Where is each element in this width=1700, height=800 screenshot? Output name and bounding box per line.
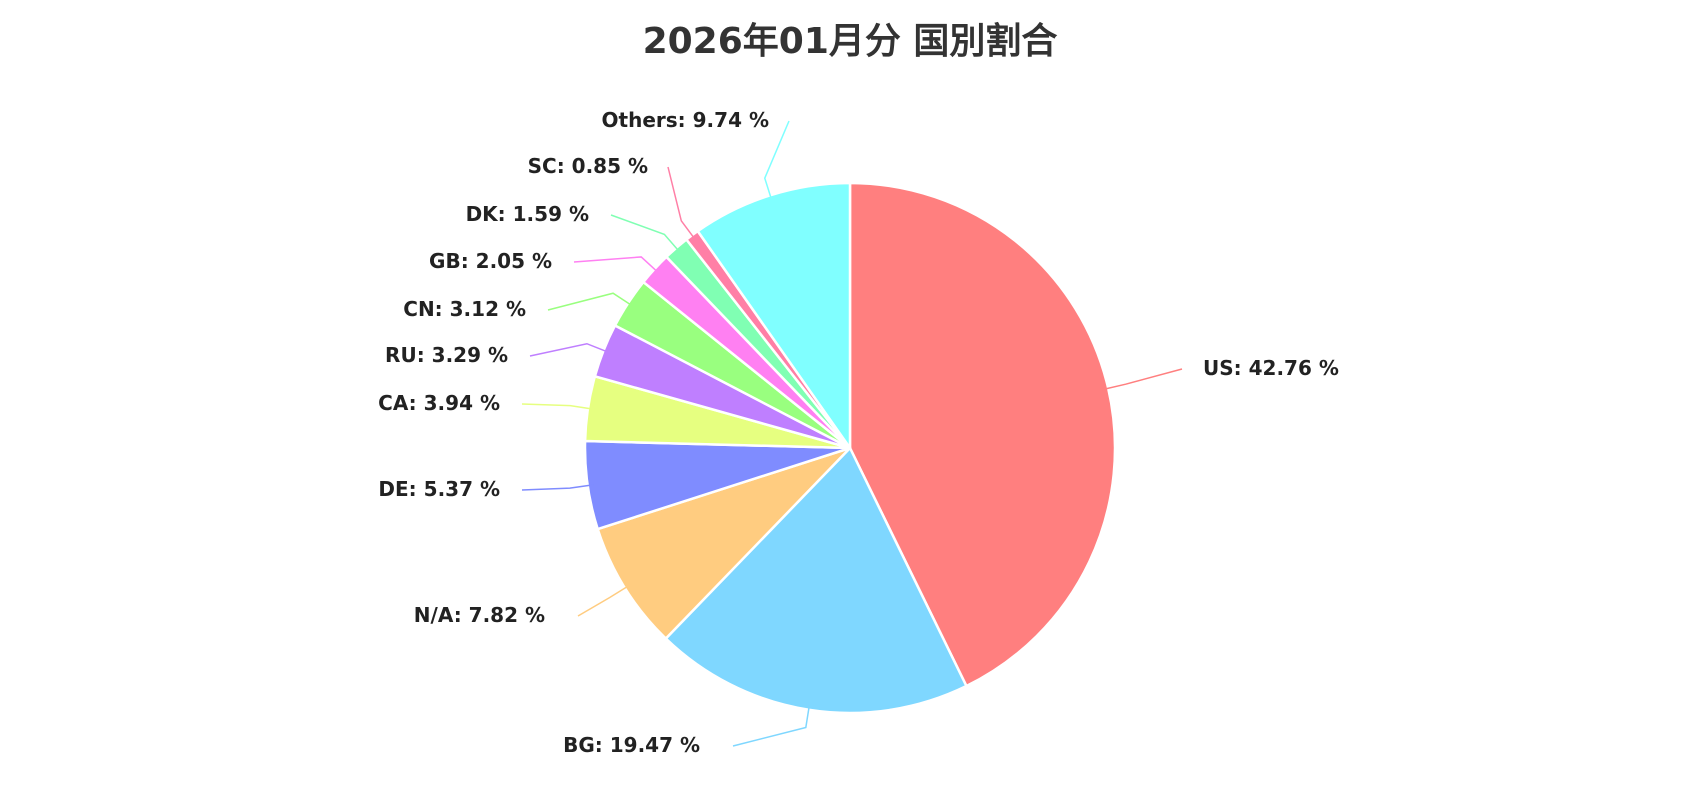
slice-label-ru: RU: 3.29 % bbox=[385, 343, 508, 367]
leader-line-ru bbox=[529, 342, 610, 357]
leader-line-us bbox=[1102, 368, 1183, 391]
slice-label-de: DE: 5.37 % bbox=[378, 477, 500, 501]
slice-label-n-a: N/A: 7.82 % bbox=[414, 603, 545, 627]
slice-labels: US: 42.76 % BG: 19.47 % N/A: 7.82 % DE: 5.3… bbox=[378, 108, 1339, 757]
slice-label-sc: SC: 0.85 % bbox=[528, 154, 648, 178]
leader-line-ca bbox=[521, 403, 595, 410]
slice-label-others: Others: 9.74 % bbox=[602, 108, 769, 132]
chart-title: 2026年01月分 国別割合 bbox=[642, 21, 1058, 62]
leader-line-de bbox=[521, 483, 594, 491]
leader-line-cn bbox=[547, 292, 634, 311]
slice-label-gb: GB: 2.05 % bbox=[429, 249, 552, 273]
slice-label-bg: BG: 19.47 % bbox=[563, 733, 700, 757]
leader-line-dk bbox=[610, 214, 681, 253]
leader-lines bbox=[521, 120, 1183, 747]
pie-slices bbox=[583, 181, 1117, 715]
slice-label-cn: CN: 3.12 % bbox=[403, 297, 526, 321]
leader-line-others bbox=[763, 120, 790, 202]
leader-line-sc bbox=[667, 166, 697, 241]
leader-line-gb bbox=[573, 256, 660, 274]
slice-label-us: US: 42.76 % bbox=[1203, 356, 1339, 380]
leader-line-n-a bbox=[577, 584, 631, 617]
slice-label-dk: DK: 1.59 % bbox=[466, 202, 589, 226]
leader-line-bg bbox=[732, 703, 811, 747]
slice-label-ca: CA: 3.94 % bbox=[378, 391, 500, 415]
